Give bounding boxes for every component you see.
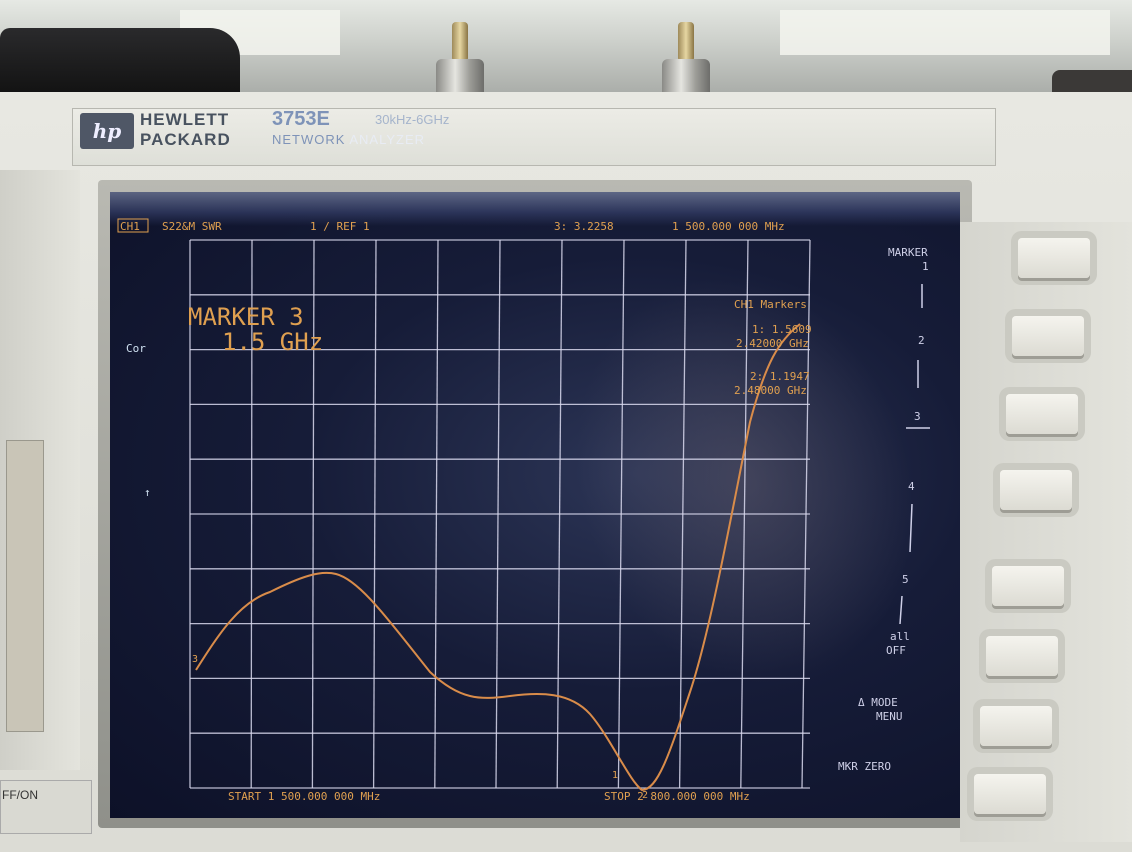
softkey-button-8[interactable] bbox=[974, 774, 1046, 814]
trace-display: CH1 S22&M SWR 1 / REF 1 3: 3.2258 1 500.… bbox=[117, 218, 930, 803]
marker-1-flag: 1 bbox=[612, 770, 618, 781]
stop-frequency: STOP 2 800.000 000 MHz bbox=[604, 790, 750, 803]
softkey-all-off-line2: OFF bbox=[886, 644, 906, 657]
swr-trace bbox=[195, 323, 801, 792]
marker2-value: 2: 1.1947 bbox=[750, 370, 810, 383]
marker-frequency: 1.5 GHz bbox=[222, 328, 323, 356]
marker1-frequency: 2.42000 GHz bbox=[736, 337, 809, 350]
active-marker-frequency: 1 500.000 000 MHz bbox=[672, 220, 785, 233]
rf-connector-port-2 bbox=[654, 22, 718, 97]
marker-3-flag: 3 bbox=[192, 654, 198, 665]
screen-glare bbox=[110, 192, 960, 226]
disk-slot bbox=[6, 440, 44, 732]
softkey-label-2: 2 bbox=[918, 334, 925, 347]
softkey-label-4: 4 bbox=[908, 480, 915, 493]
softkey-label-3: 3 bbox=[914, 410, 921, 423]
marker-2-flag: 2 bbox=[642, 790, 648, 801]
softkey-button-1[interactable] bbox=[1018, 238, 1090, 278]
softkey-panel bbox=[960, 222, 1132, 842]
brand-name: HEWLETT PACKARD bbox=[140, 110, 231, 149]
crt-screen: CH1 S22&M SWR 1 / REF 1 3: 3.2258 1 500.… bbox=[110, 192, 960, 818]
window-light bbox=[780, 10, 1110, 55]
softkey-mkr-zero: MKR ZERO bbox=[838, 760, 891, 773]
softkey-all-off-line1: all bbox=[890, 630, 910, 643]
hp-logo: hp bbox=[80, 113, 134, 149]
marker-title: MARKER 3 bbox=[188, 303, 304, 331]
softkey-separators bbox=[899, 284, 930, 625]
softkey-label-1: 1 bbox=[922, 260, 929, 273]
channel-label: CH1 bbox=[120, 220, 140, 233]
marker1-value: 1: 1.5609 bbox=[752, 323, 812, 336]
marker2-frequency: 2.48000 GHz bbox=[734, 384, 807, 397]
softkey-button-7[interactable] bbox=[980, 706, 1052, 746]
grid-line-vertical bbox=[740, 239, 749, 789]
softkey-button-4[interactable] bbox=[1000, 470, 1072, 510]
softkey-mode-line2: MENU bbox=[876, 710, 903, 723]
grid-line-vertical bbox=[678, 239, 687, 789]
softkey-title: MARKER bbox=[888, 246, 928, 259]
softkey-button-5[interactable] bbox=[992, 566, 1064, 606]
softkey-mode-line1: Δ MODE bbox=[858, 696, 898, 709]
start-frequency: START 1 500.000 000 MHz bbox=[228, 790, 380, 803]
instrument-name: NETWORK ANALYZER bbox=[272, 132, 426, 147]
power-label: FF/ON bbox=[2, 788, 38, 802]
softkey-label-5: 5 bbox=[902, 573, 909, 586]
model-number: 3753E bbox=[272, 108, 330, 130]
active-marker-readout: 3: 3.2258 bbox=[554, 220, 614, 233]
reference-arrow: ↑ bbox=[144, 486, 151, 499]
rf-connector-port-1 bbox=[428, 22, 492, 97]
measurement-label: S22&M SWR bbox=[162, 220, 222, 233]
softkey-button-2[interactable] bbox=[1012, 316, 1084, 356]
dark-device bbox=[0, 28, 240, 98]
power-switch[interactable] bbox=[0, 780, 92, 834]
grid-line-vertical bbox=[617, 239, 625, 789]
softkey-button-3[interactable] bbox=[1006, 394, 1078, 434]
scale-label: 1 / REF 1 bbox=[310, 220, 370, 233]
softkey-button-6[interactable] bbox=[986, 636, 1058, 676]
label-plate bbox=[72, 108, 996, 166]
frequency-range: 30kHz-6GHz bbox=[375, 112, 450, 127]
channel-box bbox=[117, 218, 149, 233]
cor-label: Cor bbox=[126, 342, 146, 355]
graticule bbox=[189, 239, 811, 789]
grid-line-vertical bbox=[801, 239, 811, 789]
markers-header: CH1 Markers bbox=[734, 298, 807, 311]
